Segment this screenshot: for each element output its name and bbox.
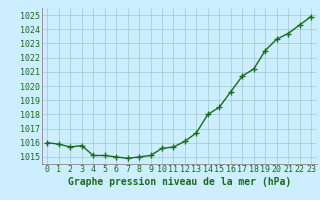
X-axis label: Graphe pression niveau de la mer (hPa): Graphe pression niveau de la mer (hPa)	[68, 177, 291, 187]
